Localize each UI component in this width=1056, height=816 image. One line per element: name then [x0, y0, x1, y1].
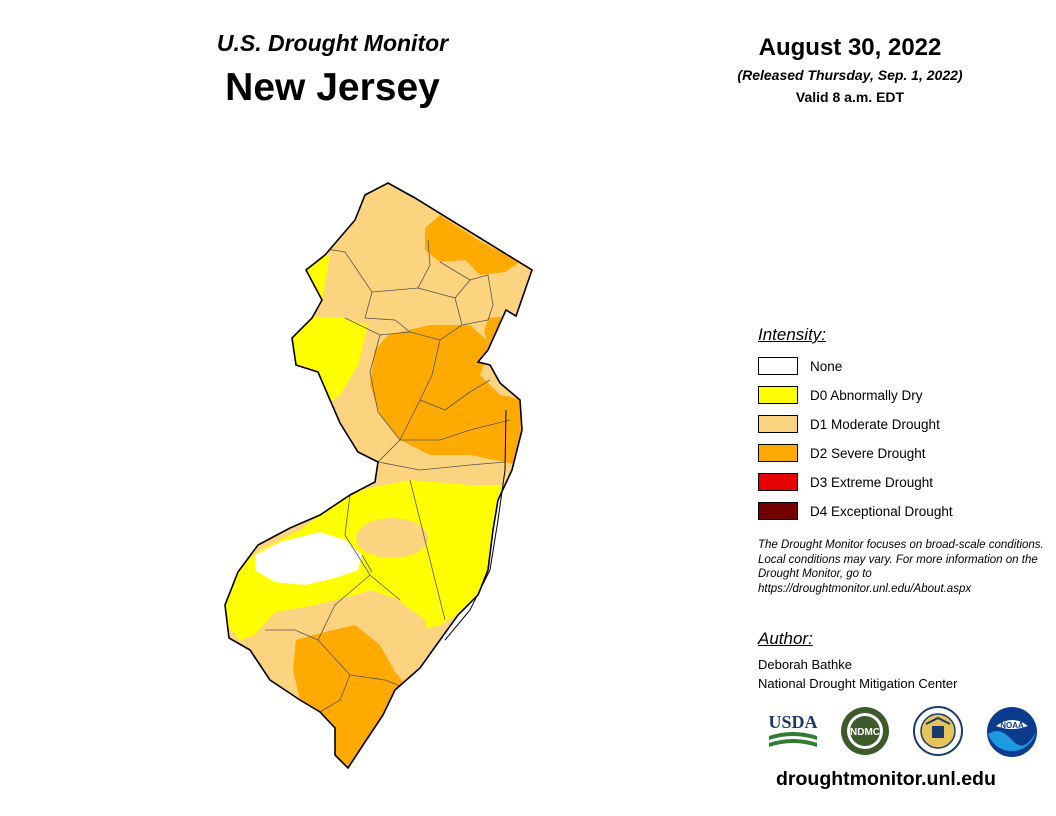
author-organization: National Drought Mitigation Center: [758, 676, 958, 691]
drought-map: [224, 182, 533, 770]
map-subtitle: U.S. Drought Monitor: [216, 30, 449, 56]
legend-swatch: [758, 473, 798, 491]
disclaimer-note: The Drought Monitor focuses on broad-sca…: [758, 539, 1044, 595]
d1-area-pinelands: [356, 518, 428, 558]
author-name: Deborah Bathke: [758, 657, 852, 672]
d2-area-central: [370, 325, 525, 468]
legend-label: None: [810, 358, 843, 374]
ndmc-logo-text: NDMC: [850, 727, 880, 738]
legend-label: D1 Moderate Drought: [810, 416, 940, 432]
noaa-logo-text: NOAA: [1000, 721, 1024, 730]
map-date: August 30, 2022: [758, 34, 942, 61]
barrier-islands: [444, 409, 507, 641]
noaa-logo-icon: NOAA: [987, 707, 1037, 757]
legend-item-d1: D1 Moderate Drought: [758, 414, 940, 434]
legend-item-d0: D0 Abnormally Dry: [758, 385, 923, 405]
legend-item-d4: D4 Exceptional Drought: [758, 501, 953, 521]
legend-swatch: [758, 357, 798, 375]
legend-swatch: [758, 386, 798, 404]
author-heading: Author:: [758, 629, 813, 648]
legend-item-d3: D3 Extreme Drought: [758, 472, 933, 492]
legend-label: D2 Severe Drought: [810, 445, 926, 461]
legend-title: Intensity:: [758, 325, 827, 344]
legend-item-d2: D2 Severe Drought: [758, 443, 926, 463]
state-outline: [224, 182, 533, 770]
legend-label: D3 Extreme Drought: [810, 474, 934, 490]
legend-swatch: [758, 415, 798, 433]
d2-area-northeast: [425, 215, 520, 275]
legend-label: D0 Abnormally Dry: [810, 387, 923, 403]
valid-time: Valid 8 a.m. EDT: [795, 89, 905, 105]
legend-item-none: None: [758, 356, 842, 376]
usda-logo-text: USDA: [768, 712, 817, 732]
release-date: (Released Thursday, Sep. 1, 2022): [737, 67, 963, 83]
usda-logo-icon: USDA: [768, 712, 818, 747]
county-boundaries: [265, 239, 511, 713]
legend-swatch: [758, 444, 798, 462]
ndmc-logo-icon: NDMC: [841, 707, 889, 755]
none-area: [255, 532, 362, 585]
legend-swatch: [758, 502, 798, 520]
d0-area-south: [225, 480, 510, 640]
commerce-seal-icon: [913, 706, 963, 756]
page-title: New Jersey: [225, 66, 440, 109]
legend-label: D4 Exceptional Drought: [810, 503, 953, 519]
d2-area-south: [293, 625, 410, 768]
footer-url[interactable]: droughtmonitor.unl.edu: [776, 768, 996, 790]
